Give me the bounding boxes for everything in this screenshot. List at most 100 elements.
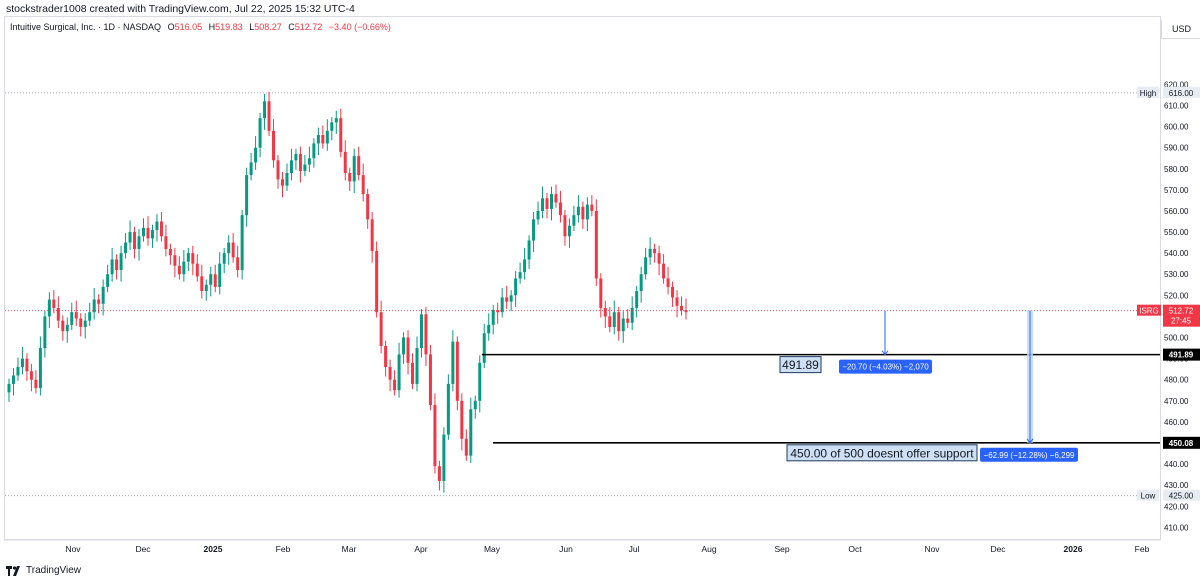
candle-body [384, 345, 388, 368]
candle-body [124, 242, 128, 254]
candle-body [56, 307, 60, 321]
candle-body [222, 253, 226, 264]
candle-body [150, 229, 154, 239]
candle-body [375, 251, 379, 313]
candle-body [316, 135, 320, 144]
symbol-title: Intuitive Surgical, Inc. · 1D · NASDAQ [10, 22, 162, 32]
candle-body [599, 278, 603, 308]
annotation-box [786, 444, 978, 462]
candle-body [684, 310, 688, 313]
candle-body [137, 236, 141, 249]
last-price-bg [1163, 304, 1200, 327]
countdown-label: 27:45 [1171, 317, 1192, 326]
candle-body [285, 172, 289, 186]
candle-body [294, 154, 298, 161]
measure-label: −62.99 (−12.28%) −6,299 [984, 451, 1076, 460]
candle-body [657, 253, 661, 264]
high-value-bg [1163, 86, 1200, 98]
measure-label: −20.70 (−4.03%) −2,070 [842, 363, 929, 372]
candle-body [236, 257, 240, 271]
candle-body [644, 257, 648, 275]
y-tick-label: 460.00 [1164, 418, 1189, 427]
candle-body [79, 318, 83, 327]
measure-arrowhead [881, 350, 889, 356]
low-value-bg [1163, 489, 1200, 501]
y-tick-label: 480.00 [1164, 376, 1189, 385]
candle-body [366, 194, 370, 220]
candle-body [280, 179, 284, 186]
candle-body [671, 286, 675, 298]
x-tick-label: Dec [135, 544, 151, 554]
low-label: L [249, 22, 255, 32]
candle-body [325, 130, 329, 144]
candle-body [473, 400, 477, 410]
candle-body [258, 118, 262, 148]
x-tick-label: Aug [701, 544, 716, 554]
candle-body [249, 162, 253, 176]
candle-body [245, 175, 249, 216]
candle-body [115, 259, 119, 271]
candle-body [231, 242, 235, 258]
candle-body [70, 312, 74, 325]
x-tick-label: Nov [65, 544, 81, 554]
y-tick-label: 440.00 [1164, 460, 1189, 469]
candle-body [509, 295, 513, 302]
candle-body [500, 297, 504, 313]
change-value: −3.40 (−0.66%) [328, 22, 391, 32]
candle-body [182, 261, 186, 275]
x-tick-label: Sep [774, 544, 789, 554]
support-tag-label: 450.08 [1169, 439, 1194, 448]
candle-body [16, 367, 20, 376]
symbol-legend: Intuitive Surgical, Inc. · 1D · NASDAQ O… [10, 22, 391, 32]
candle-body [469, 409, 473, 456]
x-tick-label: Oct [848, 544, 862, 554]
candle-body [65, 324, 69, 332]
candle-body [581, 206, 585, 220]
high-tag-bg [1137, 86, 1159, 98]
candle-body [549, 194, 553, 209]
candle-body [437, 466, 441, 481]
candle-body [451, 341, 455, 384]
measure-box [839, 359, 932, 374]
candle-body [433, 405, 437, 467]
candle-body [653, 248, 657, 254]
y-tick-label: 520.00 [1164, 291, 1189, 300]
low-value: 508.27 [254, 22, 282, 32]
candle-body [159, 221, 163, 237]
candle-body [191, 253, 195, 264]
candle-body [558, 202, 562, 216]
candle-body [424, 314, 428, 355]
candle-body [88, 312, 92, 321]
y-tick-label: 500.00 [1164, 334, 1189, 343]
candle-body [321, 135, 325, 144]
candle-body [567, 225, 571, 237]
footer: TradingView [6, 565, 81, 576]
candle-body [168, 248, 172, 256]
candle-body [186, 253, 190, 262]
candle-body [626, 318, 630, 323]
candle-body [639, 274, 643, 292]
candle-body [415, 348, 419, 384]
candle-body [518, 272, 522, 279]
support-tag-bg [1163, 436, 1200, 449]
candle-body [74, 312, 78, 319]
candle-body [29, 371, 33, 380]
currency-button[interactable]: USD [1161, 20, 1200, 39]
attribution-text: stockstrader1008 created with TradingVie… [6, 3, 355, 15]
candle-body [361, 175, 365, 195]
candle-body [523, 259, 527, 273]
candle-body [128, 232, 132, 243]
y-tick-label: 430.00 [1164, 481, 1189, 490]
candle-body [608, 316, 612, 327]
candle-body [590, 204, 594, 211]
y-tick-label: 580.00 [1164, 165, 1189, 174]
candle-body [339, 118, 343, 152]
candle-body [621, 318, 625, 332]
candle-body [334, 118, 338, 123]
candle-body [496, 310, 500, 313]
candle-body [43, 316, 47, 349]
support-tag-bg [1163, 348, 1200, 361]
candle-body [209, 274, 213, 285]
candle-body [155, 221, 159, 230]
